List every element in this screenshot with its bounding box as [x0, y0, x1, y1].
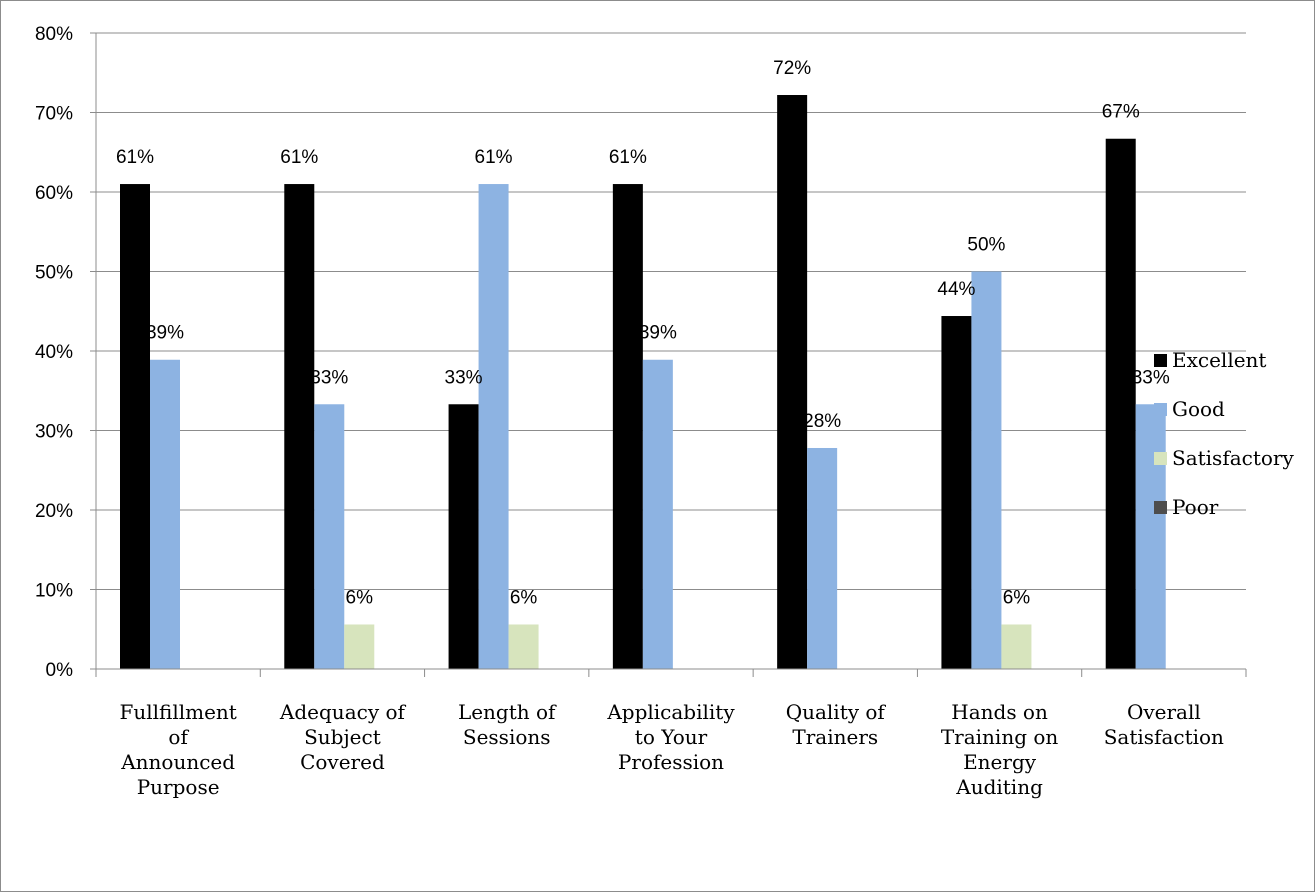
data-label: 72%	[773, 58, 811, 79]
bar-good	[150, 359, 180, 669]
bar-satisfactory	[1001, 624, 1032, 669]
x-category-label-line: Fullfillment	[119, 700, 236, 724]
x-category-label: Overall Satisfaction	[1104, 700, 1224, 749]
legend-label-good: Good	[1172, 397, 1225, 421]
bar-excellent	[120, 184, 150, 670]
x-category-label-line: Trainers	[792, 725, 878, 749]
bar-good	[1135, 404, 1166, 669]
bars	[120, 95, 1166, 670]
x-category-label-line: Length of	[458, 700, 557, 724]
data-label: 6%	[346, 587, 374, 608]
legend-label-satisfactory: Satisfactory	[1172, 446, 1294, 470]
x-category-label-line: of	[168, 725, 189, 749]
legend-label-poor: Poor	[1172, 495, 1219, 519]
data-label: 6%	[1003, 587, 1031, 608]
x-category-label-line: Auditing	[955, 775, 1043, 799]
legend: Excellent Good Satisfactory Poor	[1154, 348, 1294, 519]
x-category-label-line: Purpose	[137, 775, 220, 799]
x-category-label-line: Energy	[963, 750, 1037, 774]
bar-satisfactory	[344, 624, 375, 669]
x-category-label: Quality of Trainers	[786, 700, 887, 749]
legend-swatch-good	[1154, 403, 1167, 416]
x-category-label-line: Announced	[120, 750, 235, 774]
x-category-label-line: to Your	[635, 725, 708, 749]
x-category-label-line: Training on	[941, 725, 1059, 749]
y-tick-label: 20%	[35, 501, 73, 522]
y-tick-label: 30%	[35, 422, 73, 443]
y-tick-label: 10%	[35, 581, 73, 602]
data-label: 44%	[937, 279, 975, 300]
x-category-label: Fullfillment of Announced Purpose	[119, 700, 236, 799]
y-tick-label: 50%	[35, 263, 73, 284]
legend-swatch-excellent	[1154, 354, 1167, 367]
bar-excellent	[941, 316, 972, 669]
x-category-label-line: Applicability	[606, 700, 735, 724]
legend-swatch-poor	[1154, 501, 1167, 514]
x-category-label-line: Adequacy of	[279, 700, 407, 724]
x-category-label-line: Sessions	[463, 725, 551, 749]
data-label: 39%	[146, 323, 184, 344]
data-label: 28%	[803, 411, 841, 432]
legend-swatch-satisfactory	[1154, 452, 1167, 465]
x-category-label: Length of Sessions	[458, 700, 557, 749]
bar-excellent	[777, 95, 808, 669]
data-labels: 61% 61% 33% 61% 72% 44% 67% 39% 33% 61% 39% 28% 50% 3…	[116, 58, 1170, 608]
axes: 0% 10% 20% 30% 40% 50% 60% 70% 80% Fullfillment of…	[35, 24, 1247, 799]
y-tick-label: 60%	[35, 183, 73, 204]
bar-excellent	[1105, 138, 1136, 670]
bar-good	[971, 271, 1002, 669]
x-category-label-line: Overall	[1127, 700, 1201, 724]
data-label: 61%	[116, 147, 154, 168]
bar-satisfactory	[508, 624, 539, 669]
x-category-label-line: Profession	[618, 750, 724, 774]
x-category-label: Hands on Training on Energy Auditing	[941, 700, 1059, 799]
data-label: 61%	[280, 147, 318, 168]
x-category-label-line: Covered	[300, 750, 385, 774]
y-tick-label: 40%	[35, 342, 73, 363]
x-category-label: Applicability to Your Profession	[606, 700, 735, 774]
data-label: 67%	[1102, 102, 1140, 123]
x-category-label-line: Quality of	[786, 700, 887, 724]
data-label: 33%	[310, 367, 348, 388]
y-tick-label: 80%	[35, 24, 73, 45]
data-label: 39%	[639, 323, 677, 344]
bar-good	[642, 359, 673, 669]
y-tick-label: 70%	[35, 104, 73, 125]
x-category-label-line: Hands on	[951, 700, 1048, 724]
bar-excellent	[448, 404, 479, 669]
y-tick-label: 0%	[46, 660, 74, 681]
bar-excellent	[284, 184, 315, 670]
x-category-label-line: Satisfaction	[1104, 725, 1224, 749]
data-label: 33%	[1132, 367, 1170, 388]
bar-excellent	[612, 184, 643, 670]
data-label: 6%	[510, 587, 538, 608]
data-label: 50%	[967, 235, 1005, 256]
legend-label-excellent: Excellent	[1172, 348, 1266, 372]
data-label: 61%	[475, 147, 513, 168]
bar-good	[478, 184, 509, 670]
x-category-label-line: Subject	[304, 725, 381, 749]
bar-good	[314, 404, 345, 669]
bar-good	[807, 447, 838, 669]
data-label: 33%	[445, 367, 483, 388]
x-category-label: Adequacy of Subject Covered	[279, 700, 407, 774]
data-label: 61%	[609, 147, 647, 168]
